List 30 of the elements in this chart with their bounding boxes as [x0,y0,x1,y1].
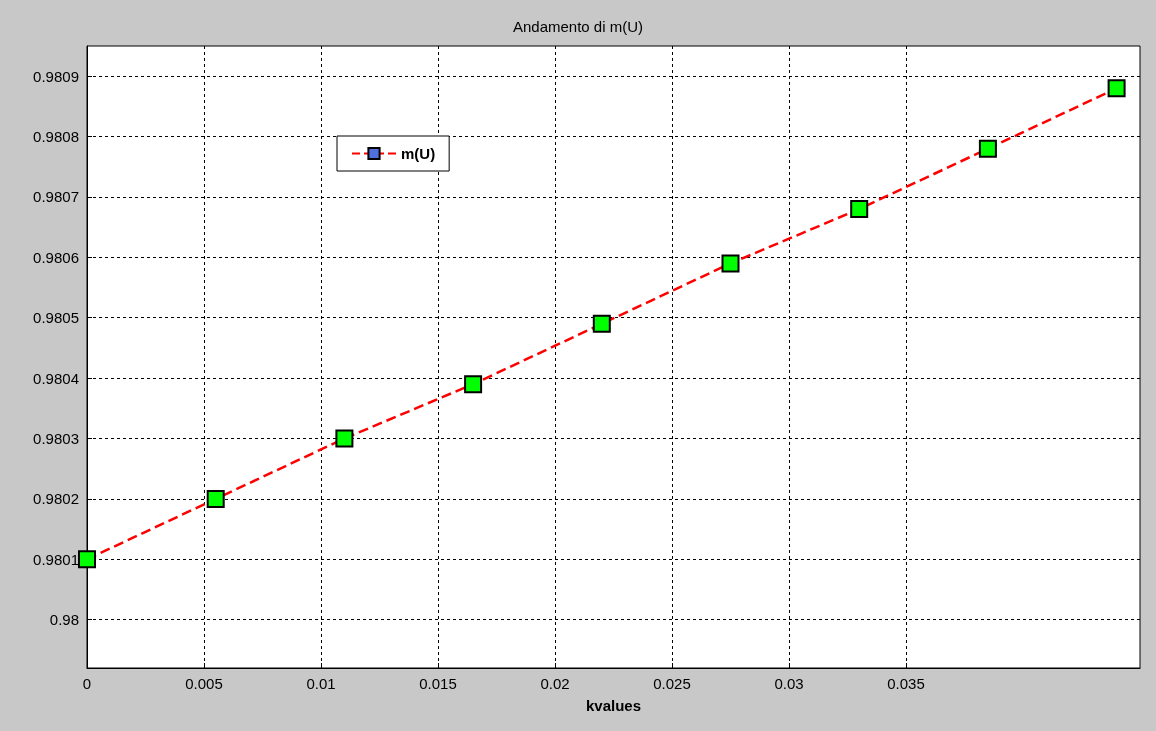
x-tick-label: 0 [82,675,92,692]
y-tick-label: 0.9807 [33,188,79,206]
y-tick-label: 0.9804 [33,369,79,387]
y-tick-label: 0.9806 [33,248,79,266]
x-tick-label: 0.025 [653,675,691,692]
x-tick-label: 0.005 [185,675,223,692]
y-tick-label: 0.9808 [33,128,79,146]
legend-label: m(U) [401,145,436,162]
x-axis-title: kvalues [585,697,642,714]
y-tick-label: 0.9803 [33,430,79,448]
point [464,375,483,394]
y-tick-label: 0.9801 [33,550,79,568]
y-tick-label: 0.9802 [33,490,79,508]
y-tick-label: 0.9809 [33,67,79,85]
point [592,314,611,333]
point [978,139,997,158]
x-tick-label: 0.015 [419,675,457,692]
point [78,550,96,569]
y-tick-label: 0.98 [49,611,79,629]
chart-title: Andamento di m(U) [512,18,644,35]
point [721,254,740,273]
point [206,489,225,508]
y-tick-label: 0.9805 [33,309,79,327]
x-tick-label: 0.035 [887,675,925,692]
point [335,429,354,448]
x-tick-label: 0.02 [540,675,570,692]
point [1107,79,1126,98]
point [850,200,869,219]
x-tick-label: 0.01 [306,675,336,692]
x-tick-label: 0.03 [774,675,804,692]
